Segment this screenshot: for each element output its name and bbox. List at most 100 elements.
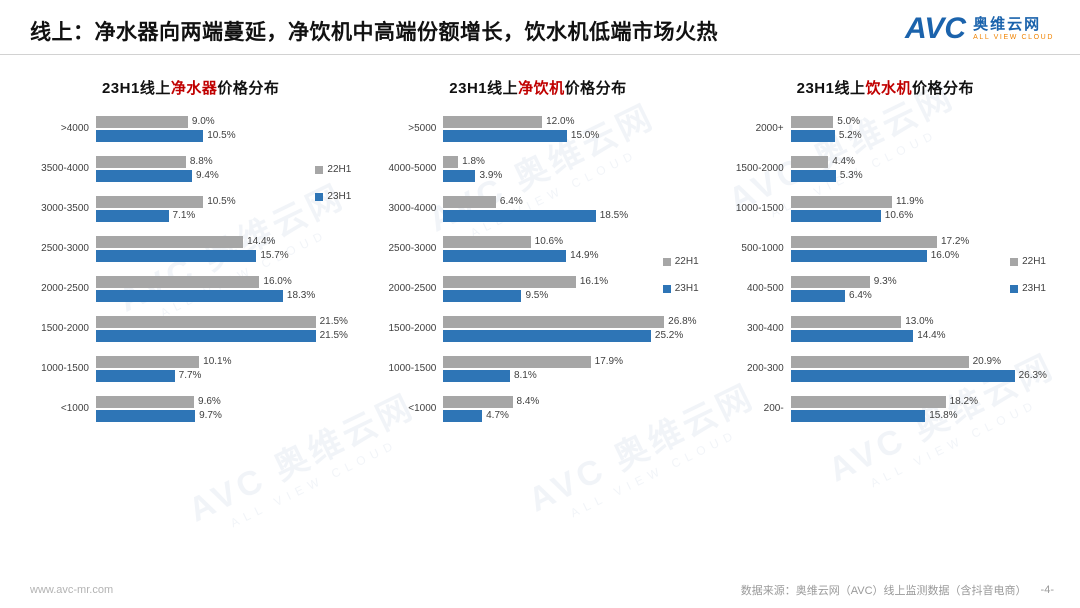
avc-logo: AVC 奥维云网 ALL VIEW CLOUD [905,14,1054,44]
bar-row: 3000-3500 10.5% 7.1% [30,194,351,223]
category-label: 400-500 [746,283,784,294]
bar-row: 2000+ 5.0% 5.2% [725,114,1046,143]
value-label: 7.1% [172,210,196,221]
bar-22h1 [790,235,937,248]
bar-23h1 [96,329,316,342]
value-label: 10.1% [203,356,232,367]
bar-23h1 [790,329,914,342]
value-label: 15.7% [260,250,289,261]
category-label: 2000-2500 [388,283,437,294]
bar-22h1 [96,355,200,368]
category-label: 3500-4000 [41,163,89,174]
category-label: 3000-3500 [41,203,89,214]
bar-22h1 [443,355,591,368]
bar-plot: 2000+ 5.0% 5.2% 1500-2000 4.4% 5.3% 1000-1500 1… [725,114,1047,423]
bar-row: 1000-1500 17.9% 8.1% [377,354,698,383]
value-label: 14.4% [247,236,276,247]
chart-water-dispenser: 23H1线上饮水机价格分布 2000+ 5.0% 5.2% 1500-2000 4.4%… [725,69,1047,434]
bar-row: 1000-1500 11.9% 10.6% [725,194,1046,223]
bar-23h1 [96,409,196,422]
legend: 22H1 23H1 [1010,256,1046,294]
bar-23h1 [443,129,567,142]
chart-water-purifier: 23H1线上净水器价格分布 >4000 9.0% 10.5% 3500-4000 8.8… [30,69,351,434]
legend-swatch-23h1 [662,284,671,293]
avc-logo-name: 奥维云网 [973,16,1042,34]
value-label: 9.3% [873,276,897,287]
bar-23h1 [96,209,169,222]
legend-item-23h1: 23H1 [1010,283,1046,294]
bar-23h1 [443,409,483,422]
bar-22h1 [790,155,829,168]
category-label: 2000+ [755,123,784,134]
bar-23h1 [790,409,926,422]
bar-23h1 [790,369,1015,382]
legend-label: 23H1 [674,283,699,294]
legend-swatch-22h1 [1010,257,1019,266]
bar-23h1 [96,289,283,302]
value-label: 10.5% [207,130,236,141]
bar-22h1 [96,315,316,328]
category-label: 1000-1500 [388,363,437,374]
bar-22h1 [443,275,576,288]
value-label: 21.5% [319,330,348,341]
bar-22h1 [443,115,543,128]
value-label: 17.9% [594,356,623,367]
bar-row: 2500-3000 10.6% 14.9% [377,234,698,263]
bar-23h1 [443,329,651,342]
value-label: 7.7% [178,370,202,381]
value-label: 13.0% [905,316,934,327]
bar-22h1 [790,115,834,128]
header: 线上：净水器向两端蔓延，净饮机中高端份额增长，饮水机低端市场火热 AVC 奥维云… [0,0,1080,55]
value-label: 26.8% [668,316,697,327]
value-label: 20.9% [972,356,1001,367]
category-label: <1000 [60,403,89,414]
value-label: 8.4% [516,396,540,407]
legend-swatch-23h1 [315,192,324,201]
charts-row: 23H1线上净水器价格分布 >4000 9.0% 10.5% 3500-4000 8.8… [0,55,1080,434]
bar-23h1 [443,209,596,222]
bar-22h1 [443,315,665,328]
bar-23h1 [96,249,257,262]
value-label: 9.4% [196,170,219,181]
bar-22h1 [790,395,946,408]
value-label: 6.4% [849,290,872,301]
page-title: 线上：净水器向两端蔓延，净饮机中高端份额增长，饮水机低端市场火热 [30,21,718,44]
value-label: 16.0% [930,250,960,261]
bar-22h1 [443,195,496,208]
footer: www.avc-mr.com 数据来源：奥维云网（AVC）线上监测数据（含抖音电… [0,582,1080,598]
bar-row: 2000-2500 16.1% 9.5% [377,274,698,303]
bar-row: 4000-5000 1.8% 3.9% [377,154,698,183]
bar-23h1 [96,129,204,142]
avc-logo-abbr: AVC [904,12,967,45]
category-label: 4000-5000 [388,163,437,174]
chart-water-drinking-purifier: 23H1线上净饮机价格分布 >5000 12.0% 15.0% 4000-5000 1.… [377,69,699,434]
category-label: 500-1000 [741,243,784,254]
legend-swatch-23h1 [1010,284,1019,293]
bar-22h1 [790,355,969,368]
bar-row: >5000 12.0% 15.0% [377,114,698,143]
legend-label: 22H1 [674,256,699,267]
bar-row: 2000-2500 16.0% 18.3% [30,274,351,303]
chart-title: 23H1线上饮水机价格分布 [796,80,975,97]
bar-row: 200-300 20.9% 26.3% [725,354,1047,383]
category-label: 2500-3000 [41,243,89,254]
bar-22h1 [790,315,902,328]
category-label: 2000-2500 [41,283,89,294]
bar-22h1 [443,155,459,168]
bar-22h1 [443,235,531,248]
legend-item-23h1: 23H1 [315,191,351,202]
legend-label: 22H1 [1022,256,1046,267]
value-label: 5.0% [837,116,861,127]
value-label: 18.3% [286,290,316,301]
value-label: 6.4% [499,196,523,207]
bar-23h1 [790,289,846,302]
bar-22h1 [790,275,870,288]
category-label: 1500-2000 [41,323,89,334]
value-label: 18.2% [949,396,978,407]
bar-row: 200- 18.2% 15.8% [725,394,1046,423]
bar-plot: >4000 9.0% 10.5% 3500-4000 8.8% 9.4% 3000-3500… [30,114,351,423]
value-label: 10.6% [534,236,563,247]
avc-logo-tagline: ALL VIEW CLOUD [973,33,1054,41]
legend: 22H1 23H1 [315,164,351,202]
category-label: 200-300 [746,363,784,374]
